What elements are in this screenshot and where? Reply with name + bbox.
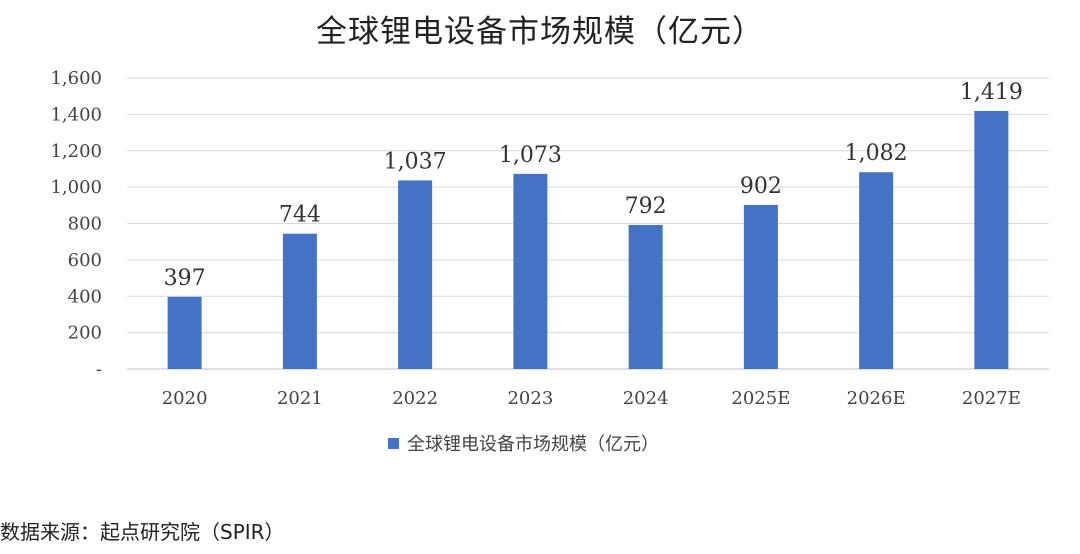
y-axis-ticks: - 200 400 600 800 1,000 1,200 1,400 1,600	[50, 68, 102, 380]
data-label: 792	[625, 194, 667, 219]
y-tick-label: 1,600	[50, 68, 102, 89]
legend-swatch	[388, 437, 399, 449]
bar	[282, 233, 317, 369]
y-tick-label: 200	[68, 323, 102, 344]
bar	[513, 173, 548, 369]
chart-title: 全球锂电设备市场规模（亿元）	[316, 14, 764, 50]
x-tick-label: 2021	[277, 388, 323, 409]
x-tick-label: 2023	[507, 388, 553, 409]
legend-label: 全球锂电设备市场规模（亿元）	[407, 434, 659, 455]
source-note: 数据来源：起点研究院（SPIR）	[0, 520, 285, 544]
bars	[167, 110, 1009, 369]
x-tick-label: 2025E	[731, 388, 790, 409]
x-tick-label: 2022	[392, 388, 438, 409]
y-tick-label: 600	[68, 250, 102, 271]
data-label: 1,419	[960, 80, 1023, 105]
x-tick-label: 2027E	[962, 388, 1021, 409]
bar	[167, 296, 202, 369]
data-label: 744	[279, 203, 321, 228]
data-label: 902	[740, 174, 782, 199]
data-label: 397	[164, 266, 206, 291]
data-label: 1,082	[845, 141, 908, 166]
y-tick-label: 1,200	[50, 141, 102, 162]
y-tick-label: 400	[68, 286, 102, 307]
bar	[398, 180, 433, 369]
data-label: 1,037	[384, 149, 447, 174]
bar	[743, 204, 778, 369]
bar	[859, 172, 894, 369]
y-tick-label: 1,000	[50, 177, 102, 198]
y-tick-label: 1,400	[50, 104, 102, 125]
legend: 全球锂电设备市场规模（亿元）	[388, 430, 659, 456]
x-tick-label: 2026E	[847, 388, 906, 409]
x-axis-ticks: 2020 2021 2022 2023 2024 2025E 2026E 2027E	[162, 388, 1021, 409]
gridlines	[127, 77, 1049, 370]
y-tick-label: 800	[68, 214, 102, 235]
data-labels: 397 744 1,037 1,073 792 902 1,082 1,419	[164, 80, 1023, 291]
bar	[974, 110, 1009, 369]
x-tick-label: 2020	[162, 388, 208, 409]
x-tick-label: 2024	[623, 388, 669, 409]
data-label: 1,073	[499, 143, 562, 168]
bar	[628, 224, 663, 369]
y-tick-label: -	[96, 359, 102, 380]
